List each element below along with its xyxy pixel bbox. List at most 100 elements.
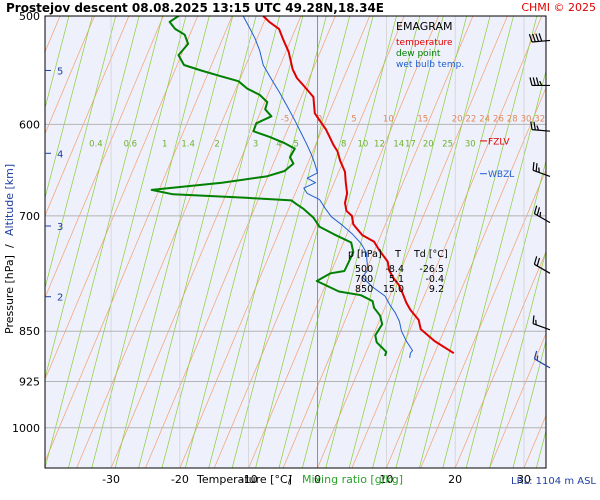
- table-cell-t-500: -8.4: [385, 264, 404, 275]
- mixing-ratio-label: 30: [465, 140, 476, 150]
- table-cell-t-850: 15.0: [383, 284, 404, 295]
- mixing-ratio-line: [325, 16, 444, 468]
- wind-barb-feather: [533, 205, 538, 214]
- legend-title: EMAGRAM: [396, 20, 453, 33]
- wind-barb-feather: [536, 207, 541, 216]
- y-tick-label: 1000: [12, 422, 40, 435]
- mixing-ratio-line: [161, 16, 280, 468]
- wind-barb-feather: [532, 315, 535, 324]
- wind-barb: [532, 162, 551, 177]
- y-axis-label-secondary: Altitude [km]: [3, 164, 16, 236]
- mixing-ratio-line: [91, 16, 210, 468]
- y-tick-label: 925: [19, 375, 40, 388]
- mixing-ratio-label: 17: [405, 140, 416, 150]
- isotherm-line: [454, 250, 546, 468]
- mixing-ratio-label: 2: [214, 140, 219, 150]
- mixing-ratio-line: [302, 16, 421, 468]
- x-axis-label: Temperature [°C]: [196, 473, 292, 486]
- level-label-wbzl: WBZL: [488, 170, 514, 180]
- mixing-ratio-label: 1.4: [181, 140, 195, 150]
- isotherm-line: [248, 16, 439, 468]
- legend-temperature: temperature: [396, 38, 453, 48]
- mixing-ratio-line: [489, 249, 546, 468]
- x-tick-label: -10: [240, 473, 258, 486]
- table-cell-p-500: 500: [355, 264, 373, 275]
- isotherm-label: 10: [383, 114, 394, 124]
- x-axis-label-secondary: Mixing ratio [g/kg]: [302, 473, 403, 486]
- table-cell-td-850: 9.2: [429, 284, 444, 295]
- wind-barb-feather: [528, 34, 533, 43]
- mixing-ratio-line: [231, 16, 351, 468]
- y-axis-label: Pressure [hPa]: [3, 255, 16, 334]
- isotherm-label: 22: [466, 114, 477, 124]
- mixing-ratio-line: [114, 16, 234, 468]
- y-tick-label: 700: [19, 210, 40, 223]
- series-wet-bulb-temp: [242, 16, 413, 358]
- mixing-ratio-line: [395, 16, 514, 468]
- isotherm-line: [213, 16, 405, 468]
- mixing-ratio-label: 0.6: [124, 140, 138, 150]
- mixing-ratio-label: 14: [393, 140, 404, 150]
- isotherm-label: 28: [507, 114, 518, 124]
- isotherm-label: 26: [493, 114, 504, 124]
- x-axis-label-separator: /: [288, 473, 292, 486]
- mixing-ratio-label: 25: [442, 140, 453, 150]
- wind-barb-feather: [539, 80, 543, 86]
- plot-background: [45, 16, 546, 468]
- isotherm-label: 5: [351, 114, 356, 124]
- table-header-t: T: [394, 249, 401, 260]
- series-dew-point: [150, 16, 388, 357]
- mixing-ratio-label: 10: [358, 140, 369, 150]
- altitude-tick-label: 5: [57, 66, 63, 77]
- wind-barb-feather: [535, 33, 540, 42]
- table-cell-t-700: 5.1: [389, 274, 404, 285]
- wind-barb-feather: [533, 256, 538, 265]
- wind-barb-feather: [532, 162, 535, 171]
- mixing-ratio-line: [278, 16, 397, 468]
- wind-barb-feather: [536, 257, 541, 267]
- y-tick-label: 500: [19, 10, 40, 23]
- wind-barb-feather: [535, 77, 540, 86]
- wind-barb-feather: [539, 211, 542, 217]
- mixing-ratio-line: [348, 16, 468, 468]
- mixing-ratio-label: 20: [423, 140, 434, 150]
- altitude-tick-label: 3: [57, 222, 63, 233]
- level-label-fzlv: FZLV: [488, 137, 510, 147]
- table-cell-p-700: 700: [355, 274, 373, 285]
- isotherm-line: [386, 86, 546, 468]
- mixing-ratio-line: [419, 16, 538, 468]
- mixing-ratio-line: [442, 69, 546, 468]
- mixing-ratio-label: 3: [253, 140, 258, 150]
- wind-barb-feather: [533, 350, 538, 360]
- y-tick-label: 600: [19, 118, 40, 131]
- mixing-ratio-line: [465, 159, 546, 468]
- isotherm-label: 15: [417, 114, 428, 124]
- x-tick-label: -30: [102, 473, 120, 486]
- sounding-table: p [hPa] T Td [°C] 500 -8.4 -26.5 700 5.1…: [348, 249, 448, 295]
- isotherm-label: 24: [479, 114, 490, 124]
- isotherm-line: [179, 16, 371, 468]
- x-tick-label: 10: [379, 473, 393, 486]
- isotherm-line: [45, 16, 199, 381]
- wind-barb-feather: [536, 125, 540, 131]
- chart-credit: CHMI © 2025: [521, 1, 596, 14]
- mixing-ratio-line: [45, 16, 163, 468]
- isotherm-line: [317, 16, 508, 468]
- wind-barb-feather: [533, 121, 536, 131]
- table-header-td: Td [°C]: [413, 249, 448, 260]
- legend-wet-bulb: wet bulb temp.: [396, 60, 464, 70]
- wind-barb-feather: [529, 77, 533, 86]
- wind-barb: [533, 350, 551, 369]
- x-tick-label: -20: [171, 473, 189, 486]
- plot-frame: [44, 15, 547, 469]
- x-tick-label: 0: [314, 473, 321, 486]
- wind-barb: [533, 205, 551, 224]
- chart-header-title: Prostejov descent 08.08.2025 13:15 UTC 4…: [6, 1, 384, 15]
- isotherm-label: -5: [281, 114, 289, 124]
- isotherm-label: 20: [452, 114, 463, 124]
- wind-barb: [530, 121, 551, 132]
- wind-barb-feather: [532, 77, 536, 86]
- isotherm-label: 32: [534, 114, 545, 124]
- wind-barb: [528, 33, 551, 43]
- mixing-ratio-line: [45, 16, 140, 380]
